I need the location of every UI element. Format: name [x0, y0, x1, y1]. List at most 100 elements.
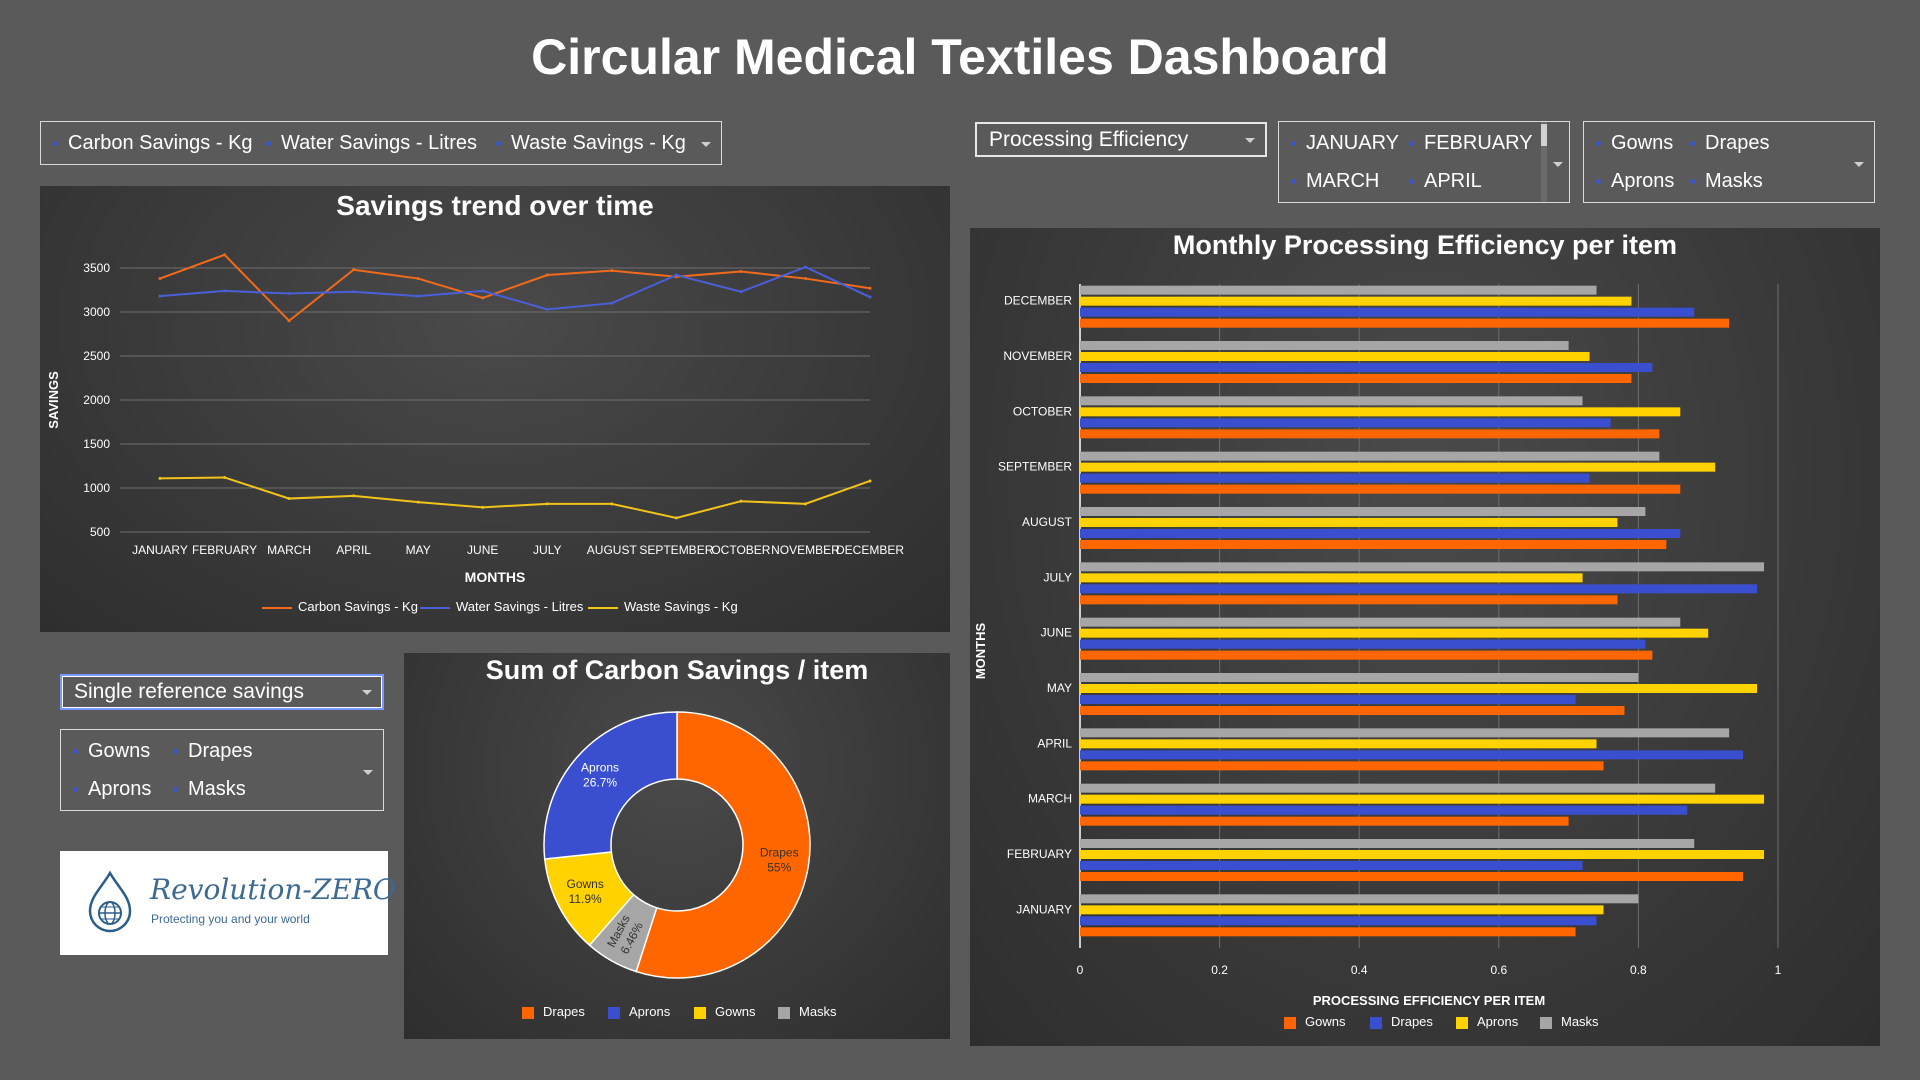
chevron-down-icon[interactable] — [1553, 162, 1563, 167]
legend-swatch — [420, 606, 450, 609]
legend-item: Masks — [1540, 1014, 1599, 1029]
legend-swatch — [1370, 1016, 1382, 1029]
legend-swatch — [1284, 1016, 1296, 1029]
y-tick-label: DECEMBER — [1004, 294, 1072, 308]
chip-march[interactable]: MARCH — [1291, 170, 1379, 193]
metric-dropdown[interactable]: Processing Efficiency — [975, 122, 1267, 157]
chip-gowns[interactable]: Gowns — [1596, 132, 1673, 155]
bullet-icon — [1291, 141, 1296, 147]
x-tick-label: NOVEMBER — [771, 543, 840, 557]
bar — [1080, 484, 1681, 494]
y-tick-label: AUGUST — [1022, 515, 1073, 529]
bar-chart-title: Monthly Processing Efficiency per item — [1172, 230, 1678, 260]
x-tick-label: FEBRUARY — [192, 543, 257, 557]
bar — [1080, 352, 1590, 361]
reference-dropdown[interactable]: Single reference savings — [60, 674, 384, 710]
bar — [1080, 573, 1583, 583]
carbon-savings-pie-panel: Sum of Carbon Savings / item Drapes 55% Ma… — [404, 653, 950, 1039]
chip-april[interactable]: APRIL — [1409, 170, 1482, 193]
legend-item: Drapes — [522, 1004, 585, 1019]
reference-dropdown-value: Single reference savings — [74, 680, 304, 703]
pie-label-text: 26.7% — [583, 775, 617, 789]
data-point — [739, 290, 743, 294]
chip-label: Masks — [1705, 170, 1763, 192]
chip-waste-savings[interactable]: Waste Savings - Kg — [496, 132, 686, 155]
legend-label: Drapes — [543, 1004, 585, 1019]
legend-label: Water Savings - Litres — [456, 599, 584, 614]
chip-aprons[interactable]: Aprons — [1596, 170, 1674, 193]
y-tick-label: 2500 — [83, 349, 110, 363]
bar — [1080, 584, 1758, 594]
legend-swatch — [694, 1006, 706, 1019]
chip-gowns[interactable]: Gowns — [73, 740, 150, 763]
legend-label: Aprons — [1477, 1014, 1519, 1029]
chip-drapes[interactable]: Drapes — [1690, 132, 1769, 155]
globe-drop-icon — [88, 870, 132, 933]
data-point — [352, 494, 356, 498]
data-point — [545, 307, 549, 311]
data-point — [481, 296, 485, 300]
legend-label: Carbon Savings - Kg — [298, 599, 418, 614]
bullet-icon — [1690, 179, 1695, 185]
bullet-icon — [1409, 179, 1414, 185]
y-tick-label: SEPTEMBER — [998, 460, 1072, 474]
bullet-icon — [173, 749, 178, 755]
y-tick-label: MARCH — [1028, 792, 1072, 806]
legend-label: Gowns — [1305, 1014, 1346, 1029]
data-point — [481, 289, 485, 293]
chip-carbon-savings[interactable]: Carbon Savings - Kg — [53, 132, 253, 155]
chevron-down-icon[interactable] — [701, 142, 711, 147]
data-point — [868, 286, 872, 290]
bullet-icon — [173, 787, 178, 793]
month-filter[interactable]: JANUARY FEBRUARY MARCH APRIL — [1278, 121, 1570, 203]
chevron-down-icon[interactable] — [362, 690, 372, 695]
bar — [1080, 407, 1681, 417]
chip-masks[interactable]: Masks — [173, 778, 246, 801]
legend-label: Masks — [799, 1004, 837, 1019]
data-point — [287, 319, 291, 323]
data-point — [223, 475, 227, 479]
y-tick-label: 1000 — [83, 481, 110, 495]
item-filter-bottom[interactable]: Gowns Drapes Aprons Masks — [60, 729, 384, 811]
x-tick-label: MAY — [406, 543, 431, 557]
data-point — [803, 502, 807, 506]
chip-february[interactable]: FEBRUARY — [1409, 132, 1533, 155]
bar — [1080, 540, 1667, 549]
bar — [1080, 363, 1653, 372]
chip-label: Waste Savings - Kg — [511, 132, 686, 154]
bar — [1080, 728, 1730, 738]
savings-type-filter[interactable]: Carbon Savings - Kg Water Savings - Litr… — [40, 121, 722, 165]
chip-january[interactable]: JANUARY — [1291, 132, 1399, 155]
bar — [1080, 296, 1632, 306]
bar — [1080, 794, 1765, 804]
bar — [1080, 673, 1639, 682]
chip-label: Drapes — [1705, 132, 1770, 154]
chip-masks[interactable]: Masks — [1690, 170, 1763, 193]
scrollbar-track[interactable] — [1541, 122, 1547, 202]
bar — [1080, 684, 1758, 693]
data-point — [610, 502, 614, 506]
revolution-zero-logo: Revolution-ZERO Protecting you and your … — [60, 851, 396, 955]
chevron-down-icon[interactable] — [363, 770, 373, 775]
item-filter-top[interactable]: Gowns Drapes Aprons Masks — [1583, 121, 1875, 203]
legend-swatch — [1456, 1016, 1468, 1029]
line-chart-title: Savings trend over time — [336, 190, 654, 221]
data-point — [223, 253, 227, 257]
pie-label-text: 11.9% — [569, 892, 602, 906]
data-point — [416, 277, 420, 281]
x-tick-label: DECEMBER — [836, 543, 904, 557]
chip-label: FEBRUARY — [1424, 132, 1533, 154]
bar — [1080, 507, 1646, 516]
bar — [1080, 927, 1576, 937]
x-tick-label: APRIL — [336, 543, 371, 557]
scrollbar-thumb[interactable] — [1541, 124, 1547, 146]
x-tick-label: 1 — [1775, 963, 1782, 977]
chip-drapes[interactable]: Drapes — [173, 740, 252, 763]
bar — [1080, 285, 1597, 295]
data-point — [610, 269, 614, 273]
chip-aprons[interactable]: Aprons — [73, 778, 151, 801]
data-point — [868, 295, 872, 299]
chip-water-savings[interactable]: Water Savings - Litres — [266, 132, 477, 155]
chevron-down-icon[interactable] — [1245, 138, 1255, 143]
chevron-down-icon[interactable] — [1854, 162, 1864, 167]
